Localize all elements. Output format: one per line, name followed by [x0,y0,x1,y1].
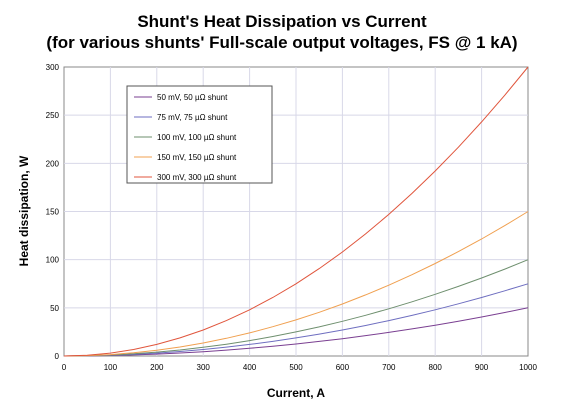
legend-box [126,85,273,184]
x-tick-label: 400 [243,363,257,372]
x-tick-label: 800 [429,363,443,372]
x-tick-label: 500 [289,363,303,372]
legend-item-label: 300 mV, 300 µΩ shunt [157,173,237,182]
legend-item-label: 50 mV, 50 µΩ shunt [157,93,228,102]
legend-item-label: 75 mV, 75 µΩ shunt [157,113,228,122]
y-tick-label: 50 [50,304,59,313]
y-tick-label: 0 [55,352,60,361]
tick-labels: 0 100 200 300 400 500 600 700 800 900 1000 0 50 100 15… [46,63,538,372]
x-tick-label: 700 [382,363,396,372]
x-tick-label: 300 [197,363,211,372]
x-tick-label: 1000 [519,363,537,372]
y-tick-label: 300 [46,63,60,72]
x-tick-label: 100 [104,363,118,372]
x-axis-label: Current, A [267,386,326,400]
series-line-1 [63,307,529,357]
chart-title: Shunt's Heat Dissipation vs Current [137,12,427,31]
series-line-5 [63,66,529,357]
x-tick-label: 200 [150,363,164,372]
x-tick-label: 900 [475,363,489,372]
x-tick-label: 600 [336,363,350,372]
y-tick-label: 250 [46,111,60,120]
grid [64,67,528,356]
legend-item-label: 100 mV, 100 µΩ shunt [157,133,237,142]
series-line-2 [63,283,529,357]
series-layer [63,66,529,357]
legend-item-label: 150 mV, 150 µΩ shunt [157,153,237,162]
series-line-3 [63,259,529,357]
series-line-4 [63,211,529,357]
x-tick-label: 0 [62,363,67,372]
legend: 50 mV, 50 µΩ shunt 75 mV, 75 µΩ shunt 100 … [126,85,273,184]
y-axis-label: Heat dissipation, W [17,155,31,266]
chart-subtitle: (for various shunts' Full-scale output v… [46,33,518,52]
y-tick-label: 200 [46,159,60,168]
y-tick-label: 150 [46,208,60,217]
y-tick-label: 100 [46,256,60,265]
